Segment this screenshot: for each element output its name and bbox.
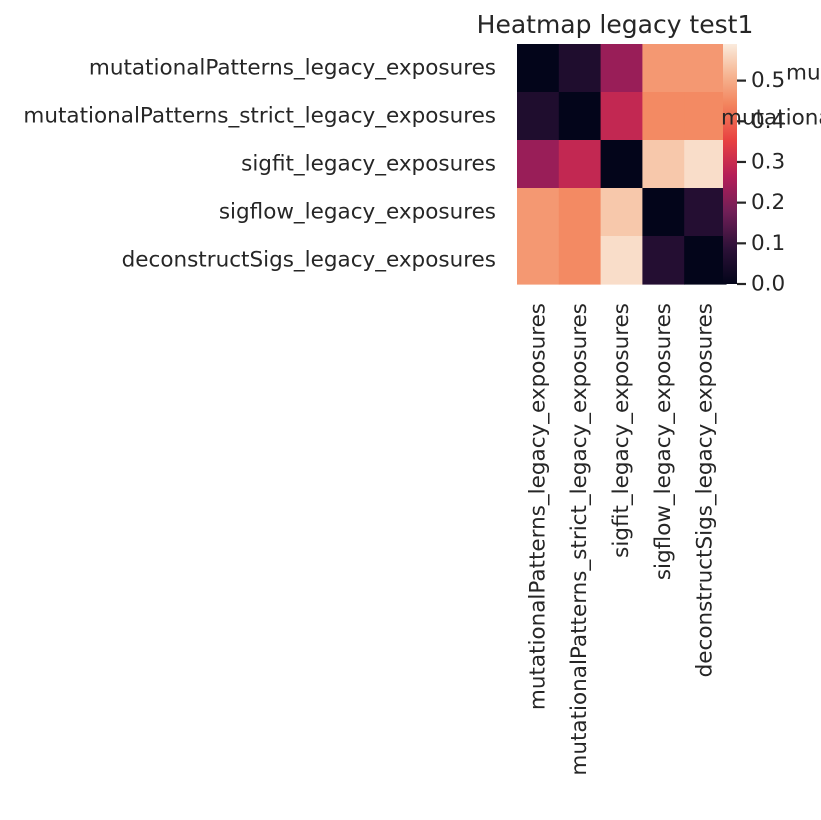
heatmap-cell-r2-c4 <box>684 140 727 189</box>
column-tick-label: sigflow_legacy_exposures <box>651 303 676 580</box>
heatmap-cell-r2-c0 <box>517 140 560 189</box>
colorbar-tick-label: 0.1 <box>751 231 785 256</box>
column-tick-label: mutationalPatterns_strict_legacy_exposur… <box>567 303 592 776</box>
heatmap-cell-r4-c4 <box>684 236 727 285</box>
heatmap-cell-r2-c1 <box>558 140 602 189</box>
heatmap-cell-r1-c1 <box>558 92 602 141</box>
legend-label-clipped: mutationa <box>721 106 821 131</box>
column-tick-label: deconstructSigs_legacy_exposures <box>693 303 718 677</box>
row-tick-label: mutationalPatterns_legacy_exposures <box>89 56 496 81</box>
row-tick-label: sigfit_legacy_exposures <box>241 152 496 177</box>
heatmap-cell-r0-c4 <box>684 44 727 93</box>
colorbar-tick-label: 0.5 <box>751 68 785 93</box>
heatmap-cell-r3-c4 <box>684 188 727 237</box>
row-tick-label: sigflow_legacy_exposures <box>219 200 496 225</box>
heatmap-cell-r4-c1 <box>558 236 602 285</box>
heatmap-cell-r3-c2 <box>600 188 643 237</box>
heatmap-cell-r0-c3 <box>642 44 685 93</box>
heatmap-cell-r2-c2 <box>600 140 643 189</box>
chart-title: Heatmap legacy test1 <box>477 10 754 39</box>
heatmap-cell-r4-c3 <box>642 236 685 285</box>
column-tick-label: mutationalPatterns_legacy_exposures <box>525 303 550 710</box>
heatmap-cell-r0-c0 <box>517 44 560 93</box>
heatmap-cell-r3-c0 <box>517 188 560 237</box>
heatmap-cell-r0-c1 <box>558 44 602 93</box>
heatmap-cell-r4-c0 <box>517 236 560 285</box>
heatmap-cell-r4-c2 <box>600 236 643 285</box>
legend-label-clipped: mu <box>786 61 821 86</box>
colorbar-tick-label: 0.4 <box>751 109 785 134</box>
row-tick-label: mutationalPatterns_strict_legacy_exposur… <box>23 104 496 129</box>
heatmap-cell-r3-c1 <box>558 188 602 237</box>
heatmap-cell-r1-c3 <box>642 92 685 141</box>
heatmap-cell-r0-c2 <box>600 44 643 93</box>
colorbar <box>723 44 737 284</box>
heatmap-cell-r1-c4 <box>684 92 727 141</box>
heatmap-cell-r1-c2 <box>600 92 643 141</box>
column-tick-label: sigfit_legacy_exposures <box>609 303 634 558</box>
heatmap-cell-r1-c0 <box>517 92 560 141</box>
heatmap-cell-r2-c3 <box>642 140 685 189</box>
row-tick-label: deconstructSigs_legacy_exposures <box>122 248 496 273</box>
heatmap-cell-r3-c3 <box>642 188 685 237</box>
colorbar-tick-label: 0.3 <box>751 149 785 174</box>
colorbar-tick-label: 0.0 <box>751 272 785 297</box>
colorbar-tick-label: 0.2 <box>751 190 785 215</box>
